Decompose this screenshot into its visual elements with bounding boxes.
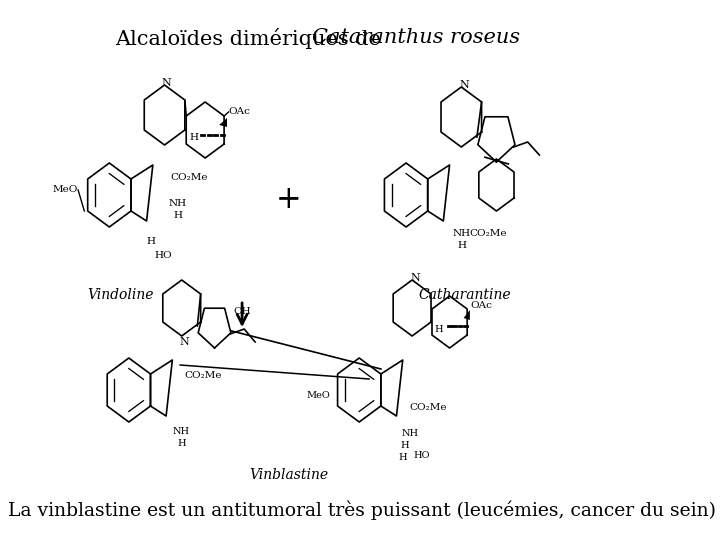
Text: +: + <box>276 185 302 215</box>
Text: NH: NH <box>453 228 471 238</box>
Text: NH: NH <box>168 199 186 208</box>
Text: Catharantine: Catharantine <box>418 288 511 302</box>
Text: OH: OH <box>233 307 251 315</box>
Text: HO: HO <box>414 451 430 461</box>
Text: NH: NH <box>401 429 418 438</box>
Text: MeO: MeO <box>307 390 330 400</box>
Text: H: H <box>174 212 183 220</box>
Text: HO: HO <box>154 252 172 260</box>
Polygon shape <box>464 310 470 320</box>
Text: Vindoline: Vindoline <box>88 288 154 302</box>
Text: Vinblastine: Vinblastine <box>249 468 328 482</box>
Text: MeO: MeO <box>53 186 78 194</box>
Text: H: H <box>400 442 409 450</box>
Text: N: N <box>410 273 420 283</box>
Text: La vinblastine est un antitumoral très puissant (leucémies, cancer du sein): La vinblastine est un antitumoral très p… <box>8 500 716 519</box>
Text: CO₂Me: CO₂Me <box>409 403 446 413</box>
Text: CO₂Me: CO₂Me <box>171 173 208 183</box>
Text: N: N <box>179 337 189 347</box>
Text: H: H <box>146 237 155 246</box>
Text: OAc: OAc <box>228 107 251 117</box>
Text: Alcaloïdes dimériques de: Alcaloïdes dimériques de <box>116 28 388 49</box>
Text: H: H <box>190 133 199 143</box>
Text: N: N <box>459 80 469 90</box>
Text: H: H <box>457 240 467 249</box>
Text: H: H <box>434 326 443 334</box>
Text: H: H <box>399 454 408 462</box>
Text: CO₂Me: CO₂Me <box>184 372 222 381</box>
Text: CO₂Me: CO₂Me <box>470 228 508 238</box>
Polygon shape <box>219 118 227 127</box>
Text: OAc: OAc <box>471 301 492 310</box>
Text: H: H <box>177 438 186 448</box>
Text: Cataranthus roseus: Cataranthus roseus <box>312 28 520 47</box>
Text: NH: NH <box>172 427 189 435</box>
Text: N: N <box>161 78 171 88</box>
